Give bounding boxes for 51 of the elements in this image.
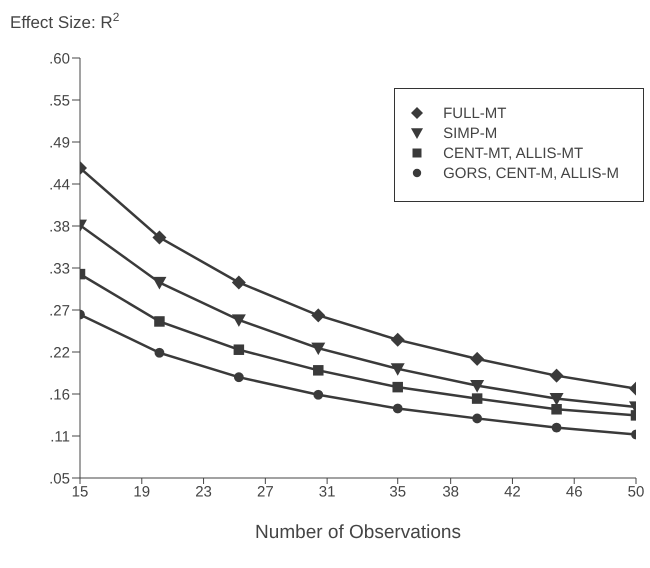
legend-label: FULL-MT <box>443 104 506 122</box>
point <box>152 276 166 290</box>
x-tick-label: 15 <box>72 484 88 501</box>
y-axis-title: Effect Size: R$^{2}$ <box>10 10 120 32</box>
x-tick-label: 19 <box>133 484 150 501</box>
x-tick-label: 35 <box>389 484 406 501</box>
y-tick-label: .22 <box>49 344 70 362</box>
point <box>390 332 405 347</box>
x-tick-label: 31 <box>318 484 336 501</box>
x-axis-title: Number of Observations <box>254 522 462 544</box>
point <box>154 348 164 358</box>
x-tick-label: 38 <box>442 484 460 501</box>
y-tick-label: .05 <box>49 470 70 488</box>
x-tick-label: 50 <box>628 484 644 501</box>
point <box>234 372 244 382</box>
x-tick-label: 42 <box>504 484 521 501</box>
y-tick-label: .49 <box>49 134 70 152</box>
y-tick-label: .16 <box>49 386 70 404</box>
y-tick-label: .38 <box>49 218 70 236</box>
x-tick-label: 46 <box>566 484 583 501</box>
point <box>313 390 324 400</box>
point <box>470 380 484 393</box>
point <box>550 368 564 383</box>
point <box>392 404 403 414</box>
point <box>551 404 562 415</box>
point <box>472 414 482 424</box>
point <box>232 314 246 327</box>
y-tick-label: .33 <box>49 260 70 278</box>
y-tick-label: .44 <box>49 176 70 194</box>
y-tick-label: .55 <box>49 92 70 110</box>
point <box>390 363 405 376</box>
point <box>313 365 324 376</box>
point <box>234 344 244 355</box>
x-tick-label: 23 <box>195 484 212 501</box>
point <box>154 316 165 327</box>
point <box>232 276 246 290</box>
y-tick-label: .27 <box>49 302 70 320</box>
legend-label: SIMP-M <box>443 124 498 142</box>
point <box>472 393 482 404</box>
point <box>152 230 166 244</box>
legend-label: GORS, CENT-M, ALLIS-M <box>443 164 619 182</box>
point <box>550 392 564 406</box>
point <box>311 342 326 356</box>
point <box>470 352 484 366</box>
point <box>552 422 562 432</box>
x-tick-label: 27 <box>256 484 274 501</box>
y-tick-label: .11 <box>50 428 70 446</box>
y-tick-label: .60 <box>49 50 70 68</box>
point <box>392 382 403 392</box>
legend-label: CENT-MT, ALLIS-MT <box>443 144 584 162</box>
point <box>311 308 326 322</box>
